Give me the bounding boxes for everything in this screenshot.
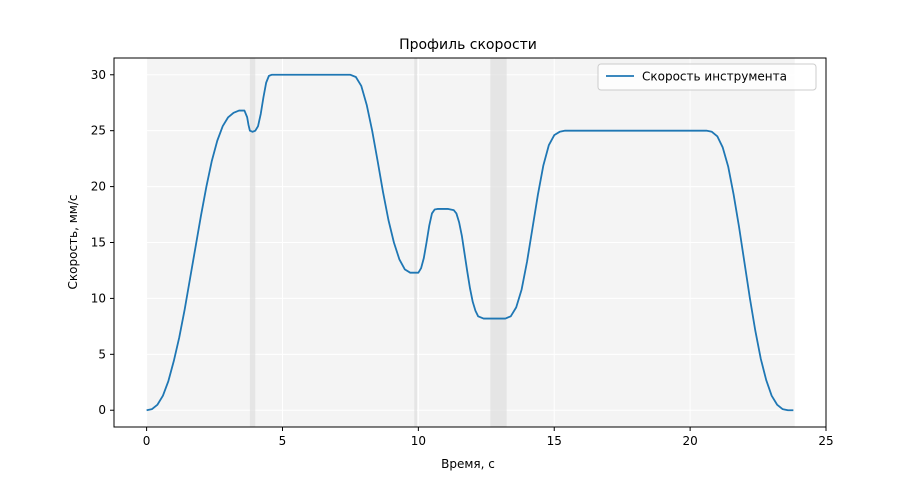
plot-area: 0 5 10 15 20 25 0 5 10 15 20 25 30 <box>91 57 834 448</box>
x-tick-label: 15 <box>547 434 562 448</box>
legend: Скорость инструмента <box>597 63 817 91</box>
legend-box <box>597 63 817 91</box>
x-axis-label: Время, с <box>441 457 495 471</box>
x-tick-label: 0 <box>143 434 151 448</box>
x-tick-label: 20 <box>682 434 697 448</box>
x-tick-label: 10 <box>411 434 426 448</box>
y-axis-label: Скорость, мм/с <box>66 195 80 290</box>
x-tick-label: 5 <box>279 434 287 448</box>
shaded-span <box>249 58 256 427</box>
shaded-span <box>490 58 507 427</box>
legend-label: Скорость инструмента <box>642 70 787 84</box>
x-tick-label: 25 <box>818 434 833 448</box>
y-tick-label: 5 <box>98 347 106 361</box>
y-tick-label: 25 <box>91 124 106 138</box>
shaded-span <box>414 58 418 427</box>
y-tick-label: 30 <box>91 68 106 82</box>
y-tick-label: 15 <box>91 236 106 250</box>
y-tick-label: 10 <box>91 291 106 305</box>
series-line-0 <box>146 73 794 412</box>
y-tick-label: 0 <box>98 403 106 417</box>
chart-title: Профиль скорости <box>399 37 537 53</box>
y-tick-label: 20 <box>91 180 106 194</box>
